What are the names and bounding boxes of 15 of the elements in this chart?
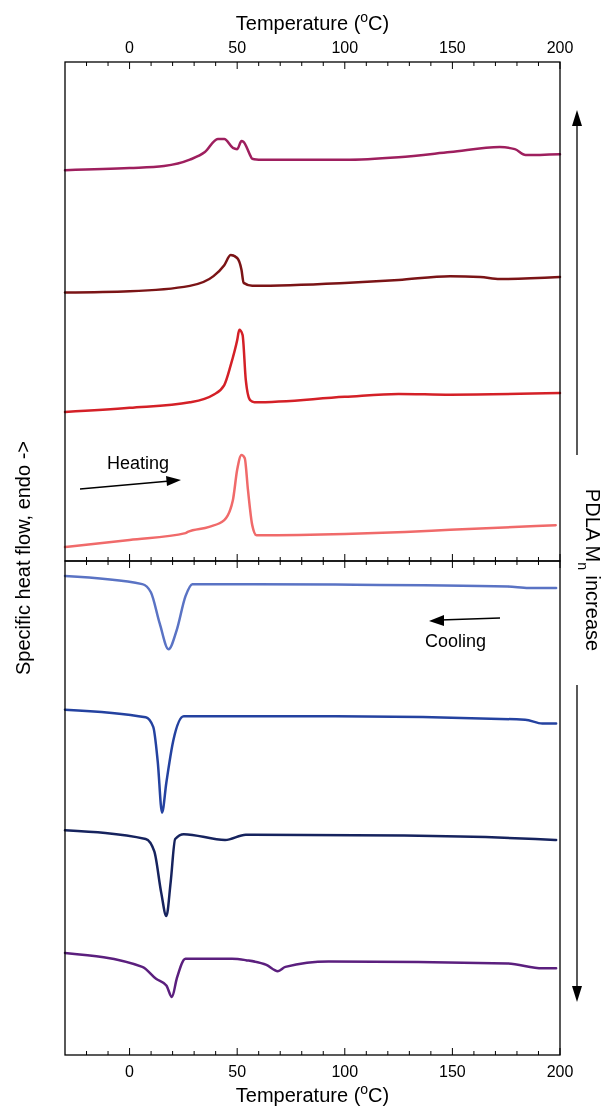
x-axis-title: Temperature ($^{o}$C)	[235, 9, 390, 34]
x-tick-label: 150	[439, 39, 466, 56]
annotation: Heating	[107, 453, 170, 473]
x-tick-label: 200	[546, 1063, 574, 1080]
x-tick-label: 100	[331, 1063, 359, 1080]
x-tick-label: 100	[331, 39, 359, 56]
annotation: Cooling	[425, 631, 487, 651]
x-tick-label: 50	[228, 39, 247, 56]
x-tick-label: 200	[546, 39, 574, 56]
y-axis-title: Specific heat flow, endo ->	[12, 440, 34, 676]
x-tick-label: 0	[125, 39, 135, 56]
x-tick-label: 150	[439, 1063, 466, 1080]
x-axis-title: Temperature ($^{o}$C)	[235, 1081, 390, 1106]
x-tick-label: 0	[125, 1063, 135, 1080]
x-tick-label: 50	[228, 1063, 247, 1080]
